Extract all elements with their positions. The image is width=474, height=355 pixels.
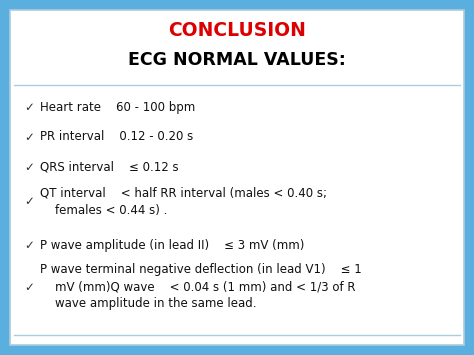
- Text: QRS interval    ≤ 0.12 s: QRS interval ≤ 0.12 s: [40, 160, 179, 174]
- Text: PR interval    0.12 - 0.20 s: PR interval 0.12 - 0.20 s: [40, 131, 193, 143]
- Text: ✓: ✓: [24, 160, 34, 174]
- Text: ✓: ✓: [24, 280, 34, 294]
- Text: ✓: ✓: [24, 131, 34, 143]
- Text: ECG NORMAL VALUES:: ECG NORMAL VALUES:: [128, 51, 346, 69]
- Text: ✓: ✓: [24, 100, 34, 114]
- FancyBboxPatch shape: [10, 10, 464, 345]
- Text: Heart rate    60 - 100 bpm: Heart rate 60 - 100 bpm: [40, 100, 195, 114]
- Text: ✓: ✓: [24, 196, 34, 208]
- Text: ✓: ✓: [24, 239, 34, 251]
- Text: CONCLUSION: CONCLUSION: [168, 21, 306, 39]
- Text: QT interval    < half RR interval (males < 0.40 s;
    females < 0.44 s) .: QT interval < half RR interval (males < …: [40, 187, 327, 217]
- Text: P wave terminal negative deflection (in lead V1)    ≤ 1
    mV (mm)Q wave    < 0: P wave terminal negative deflection (in …: [40, 263, 362, 311]
- Text: P wave amplitude (in lead II)    ≤ 3 mV (mm): P wave amplitude (in lead II) ≤ 3 mV (mm…: [40, 239, 304, 251]
